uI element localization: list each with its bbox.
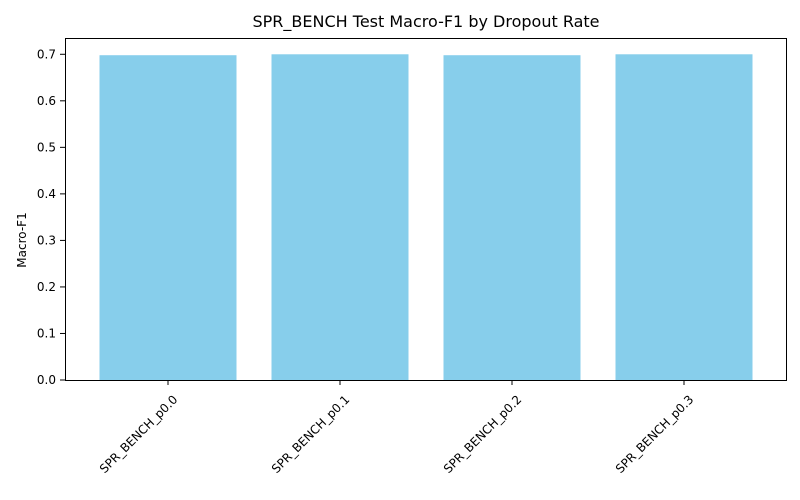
x-tick-label: SPR_BENCH_p0.0 — [97, 392, 181, 476]
x-tick-label: SPR_BENCH_p0.2 — [441, 392, 525, 476]
y-axis-label: Macro-F1 — [15, 212, 29, 267]
y-tick-label: 0.7 — [37, 47, 56, 61]
x-tick-label: SPR_BENCH_p0.3 — [613, 392, 697, 476]
y-axis-ticks: 0.0 0.1 0.2 0.3 0.4 0.5 0.6 0.7 — [37, 47, 65, 387]
y-tick-label: 0.5 — [37, 140, 56, 154]
x-axis-ticks: SPR_BENCH_p0.0 SPR_BENCH_p0.1 SPR_BENCH_p0… — [97, 380, 697, 476]
bar-SPR_BENCH_p0.0 — [99, 55, 237, 380]
y-tick-label: 0.4 — [37, 187, 56, 201]
chart-title: SPR_BENCH Test Macro-F1 by Dropout Rate — [253, 12, 600, 32]
y-tick-label: 0.1 — [37, 326, 56, 340]
y-tick-label: 0.0 — [37, 373, 56, 387]
y-tick-label: 0.2 — [37, 280, 56, 294]
axes — [65, 38, 787, 381]
y-tick-label: 0.3 — [37, 233, 56, 247]
bars-group — [99, 54, 753, 381]
y-tick-label: 0.6 — [37, 94, 56, 108]
bar-SPR_BENCH_p0.3 — [615, 54, 753, 381]
x-tick-label: SPR_BENCH_p0.1 — [269, 392, 353, 476]
bar-SPR_BENCH_p0.1 — [271, 54, 409, 381]
plot-frame — [65, 38, 787, 381]
bar-SPR_BENCH_p0.2 — [443, 55, 581, 380]
